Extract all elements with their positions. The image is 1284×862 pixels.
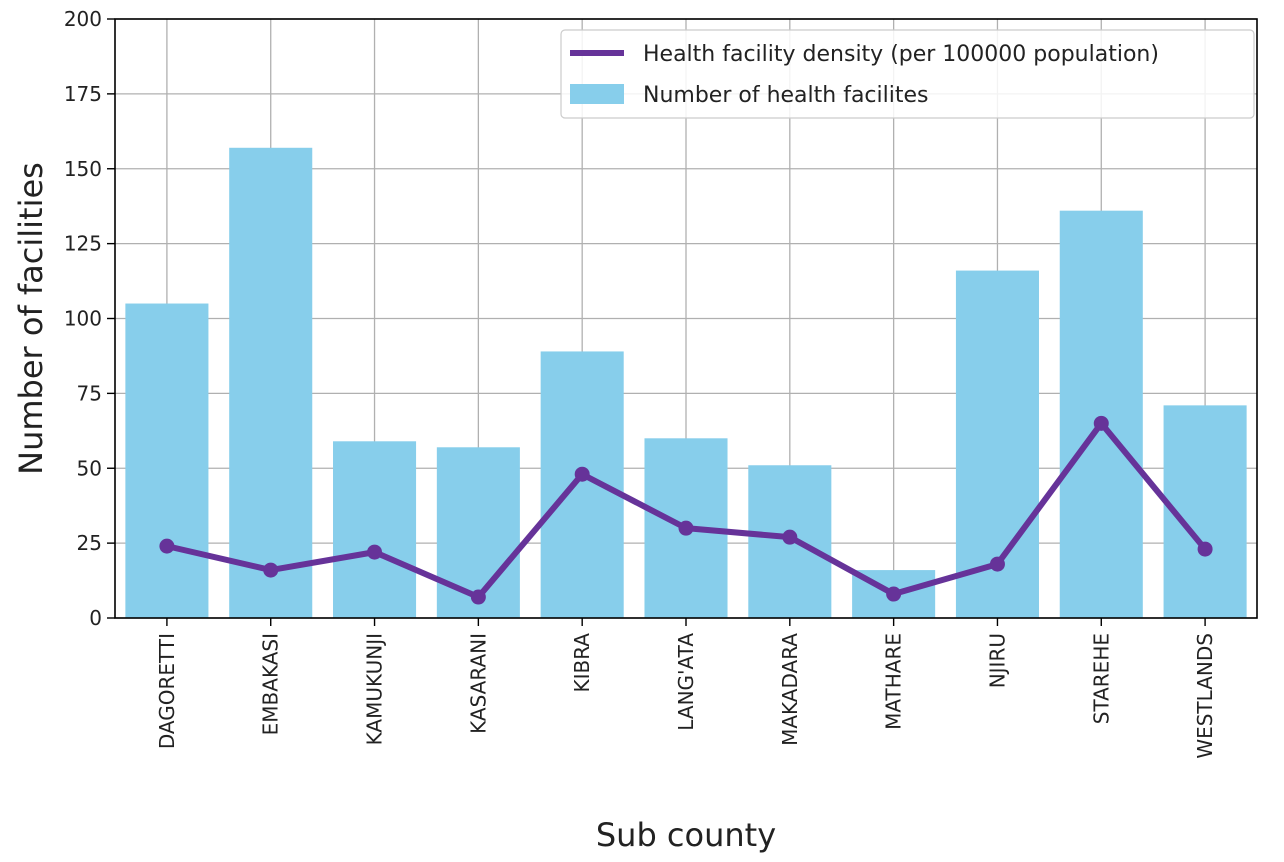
density-point bbox=[782, 529, 798, 545]
x-tick-label: DAGORETTI bbox=[155, 633, 179, 749]
density-point bbox=[678, 520, 694, 536]
density-point bbox=[886, 586, 902, 602]
x-axis-label: Sub county bbox=[596, 816, 776, 854]
y-tick-label: 200 bbox=[64, 7, 102, 31]
density-point bbox=[263, 562, 279, 578]
x-tick-label: KAMUKUNJI bbox=[363, 633, 387, 745]
y-tick-label: 75 bbox=[77, 381, 102, 405]
x-tick-label: STAREHE bbox=[1089, 633, 1113, 724]
density-point bbox=[989, 556, 1005, 572]
density-point bbox=[574, 466, 590, 482]
x-tick-label: MATHARE bbox=[882, 633, 906, 730]
x-tick-label: WESTLANDS bbox=[1193, 633, 1217, 759]
density-point bbox=[1093, 415, 1109, 431]
y-tick-label: 175 bbox=[64, 82, 102, 106]
bar bbox=[1059, 210, 1143, 618]
y-axis-ticks: 0 25 50 75 100 125 150 175 200 bbox=[64, 7, 115, 630]
bar bbox=[540, 351, 624, 618]
x-tick-label: EMBAKASI bbox=[259, 633, 283, 735]
legend-label-density: Health facility density (per 100000 popu… bbox=[643, 42, 1159, 67]
bar bbox=[229, 147, 313, 618]
y-tick-label: 50 bbox=[77, 456, 102, 480]
legend-label-facilities: Number of health facilites bbox=[643, 83, 928, 108]
y-tick-label: 100 bbox=[64, 307, 102, 331]
y-tick-label: 25 bbox=[77, 531, 102, 555]
density-line-group bbox=[159, 415, 1213, 605]
legend-swatch-facilities bbox=[570, 84, 624, 104]
x-tick-label: MAKADARA bbox=[778, 633, 802, 746]
density-point bbox=[470, 589, 486, 605]
x-axis-ticks: DAGORETTI EMBAKASI KAMUKUNJI KASARANI KIBRA L… bbox=[155, 618, 1217, 759]
legend: Health facility density (per 100000 popu… bbox=[560, 29, 1255, 119]
bar bbox=[125, 303, 209, 618]
bar bbox=[333, 441, 417, 618]
y-tick-label: 0 bbox=[89, 606, 102, 630]
x-tick-label: KASARANI bbox=[466, 633, 490, 734]
y-tick-label: 150 bbox=[64, 157, 102, 181]
density-point bbox=[1197, 541, 1213, 557]
density-point bbox=[159, 538, 175, 554]
x-tick-label: LANG'ATA bbox=[674, 633, 698, 731]
legend-box bbox=[560, 29, 1255, 119]
x-tick-label: NJIRU bbox=[985, 633, 1009, 688]
x-tick-label: KIBRA bbox=[570, 633, 594, 693]
density-point bbox=[367, 544, 383, 560]
y-tick-label: 125 bbox=[64, 232, 102, 256]
y-axis-label: Number of facilities bbox=[12, 162, 50, 475]
